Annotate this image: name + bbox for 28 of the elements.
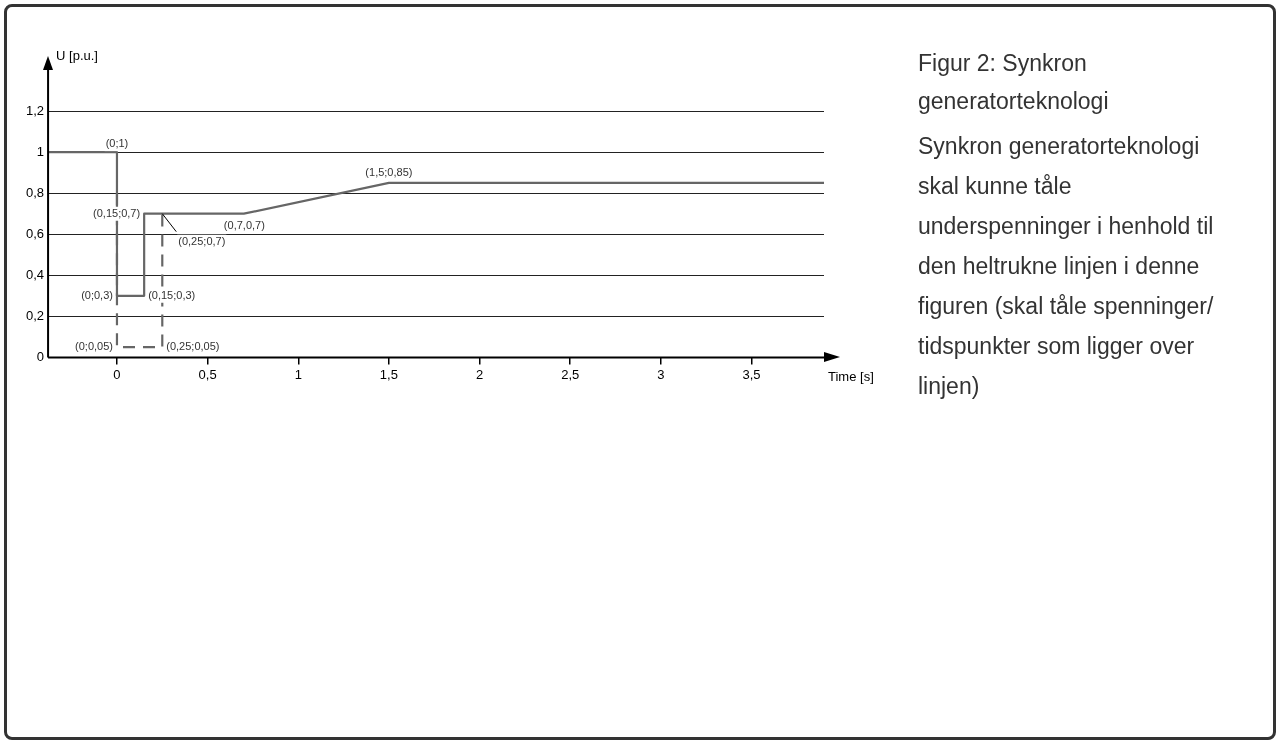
text: Figur 2: Synkron generatorteknologi [918, 49, 1110, 116]
x-tick-label: 3,5 [742, 366, 761, 382]
y-tick-label: 0 [36, 348, 45, 364]
y-tick-label: 0,6 [25, 225, 45, 241]
annotation: (0,7,0,7) [223, 218, 265, 231]
annotation: (1,5;0,85) [365, 165, 413, 178]
x-tick-label: 1 [294, 366, 302, 382]
annotation: (0;0,3) [81, 288, 113, 301]
x-tick-label: 2 [475, 366, 484, 382]
annotation: (0,15;0,7) [93, 206, 141, 219]
annotation: (0,25;0,7) [178, 234, 226, 247]
y-tick-label: 0,4 [25, 266, 45, 282]
x-tick-label: 0,5 [198, 366, 217, 382]
x-axis-title: Time [s] [828, 368, 874, 384]
annotation: (0,15;0,3) [148, 288, 196, 301]
x-tick-label: 2,5 [561, 366, 580, 382]
text: Synkron generatorteknologi skal kunne tåle underspenninger i henhold til den heltrukne linjen i denne figuren (skal tåle spenninger/ tidspunkter som ligger over linjen) [918, 132, 1215, 401]
y-axis-title: U [p.u.] [56, 47, 98, 63]
y-tick-label: 1 [36, 143, 45, 159]
annotation: (0,25;0,05) [166, 340, 220, 353]
x-tick-label: 0 [113, 366, 121, 382]
annotation: (0;1) [105, 137, 129, 150]
y-tick-label: 0,8 [25, 184, 45, 200]
x-tick-label: 1,5 [379, 366, 398, 382]
annotation: (0;0,05) [75, 340, 113, 353]
y-tick-label: 0,2 [25, 307, 45, 323]
y-tick-label: 1,2 [25, 102, 45, 118]
x-tick-label: 3 [657, 366, 665, 382]
